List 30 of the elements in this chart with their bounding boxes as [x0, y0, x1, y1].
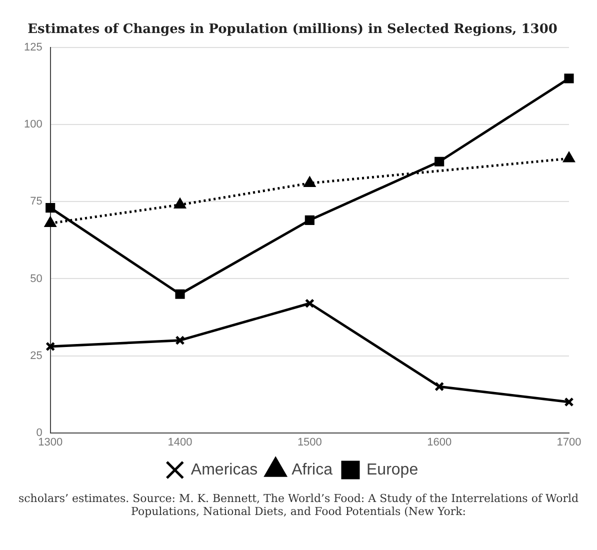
point	[174, 198, 186, 209]
point	[434, 382, 444, 392]
point	[434, 156, 444, 166]
point	[563, 152, 575, 162]
point	[44, 217, 56, 227]
y-tick-label: 100	[24, 118, 42, 131]
point	[304, 176, 316, 187]
x-tick-label: 1300	[38, 436, 63, 448]
point	[175, 336, 185, 346]
point	[175, 289, 185, 299]
point	[304, 215, 314, 225]
text: scholars’ estimates. Source: M. K. Bennett, The World’s Food: A Study of the Interrelations of World Populations, National Diets, and Food Potentials (New York:	[17, 492, 580, 518]
y-tick-label: 0	[36, 426, 42, 439]
legend-label: Africa	[292, 461, 333, 478]
legend-label: Americas	[190, 461, 258, 478]
legend-label: Europe	[366, 461, 418, 478]
point	[304, 298, 314, 308]
y-tick-label: 25	[30, 350, 42, 362]
point	[564, 397, 574, 407]
point	[46, 203, 56, 213]
y-tick-label: 125	[24, 42, 42, 54]
x-tick-label: 1400	[168, 436, 192, 448]
y-tick-label: 75	[30, 196, 42, 208]
x-tick-label: 1500	[297, 436, 322, 448]
point	[46, 342, 56, 352]
x-tick-label: 1700	[556, 436, 582, 448]
point	[564, 74, 574, 84]
chart-title: Estimates of Changes in Population (millions) in Selected Regions, 1300	[28, 22, 558, 38]
x-tick-label: 1600	[427, 436, 452, 448]
y-tick-label: 50	[30, 272, 42, 285]
